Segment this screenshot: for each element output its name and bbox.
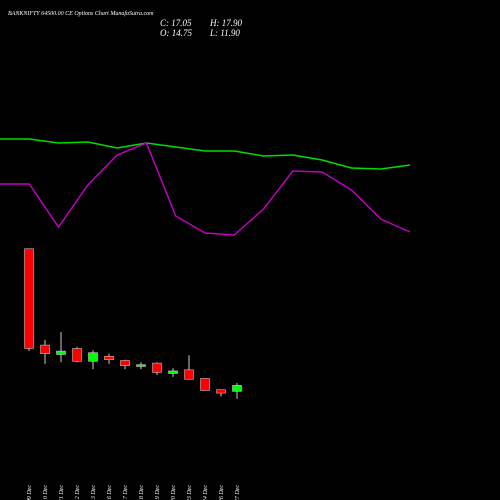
x-tick-label: 24 Dec xyxy=(202,485,209,500)
x-tick-label: 17 Dec xyxy=(123,485,129,500)
candle-body xyxy=(104,356,114,360)
indicator-line xyxy=(0,142,411,236)
candle-body xyxy=(200,378,210,391)
x-tick-label: 26 Dec xyxy=(219,485,225,500)
candle-body xyxy=(120,360,130,366)
info-high: H: 17.90 xyxy=(209,18,242,28)
x-tick-label: 16 Dec xyxy=(107,485,113,500)
chart-title: BANKNIFTY 64500.00 CE Options Chart Muna… xyxy=(8,10,154,17)
x-tick-label: 18 Dec xyxy=(139,485,145,500)
x-tick-label: 13 Dec xyxy=(91,485,97,500)
candle-body xyxy=(56,350,66,355)
x-tick-label: 23 Dec xyxy=(187,485,193,500)
candle-body xyxy=(232,385,242,392)
candle-body xyxy=(40,344,50,354)
candle-body xyxy=(88,352,98,362)
candle-body xyxy=(72,348,82,362)
candle-body xyxy=(24,248,34,349)
x-tick-label: 20 Dec xyxy=(171,485,177,500)
x-tick-label: 12 Dec xyxy=(75,485,81,500)
x-tick-label: 10 Dec xyxy=(43,485,49,500)
candle-body xyxy=(152,362,162,373)
x-tick-label: 19 Dec xyxy=(155,485,161,500)
info-open: O: 14.75 xyxy=(160,28,192,38)
x-tick-label: 11 Dec xyxy=(59,485,65,500)
indicator-line xyxy=(0,138,411,170)
candle-body xyxy=(184,369,194,380)
info-close: C: 17.05 xyxy=(160,18,192,28)
x-tick-label: 27 Dec xyxy=(235,485,241,500)
candle-body xyxy=(216,389,226,394)
candle-body xyxy=(168,370,178,374)
candle-body xyxy=(136,364,146,367)
x-tick-label: 09 Dec xyxy=(27,485,33,500)
info-low: L: 11.90 xyxy=(209,28,240,38)
